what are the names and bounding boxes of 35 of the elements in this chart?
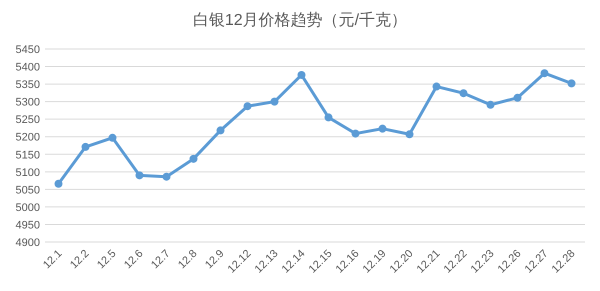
point — [162, 172, 170, 181]
point — [82, 142, 90, 151]
point — [568, 79, 576, 88]
point — [244, 102, 252, 110]
y-tick-label: 4900 — [16, 237, 40, 249]
point — [324, 113, 332, 122]
y-tick-label: 5450 — [16, 44, 40, 56]
point — [54, 180, 62, 188]
y-tick-label: 5300 — [16, 96, 40, 109]
point — [216, 126, 224, 134]
x-tick-label: 12.1 — [40, 248, 65, 272]
x-tick-label: 12.9 — [202, 248, 227, 272]
y-tick-label: 5200 — [16, 132, 40, 144]
y-tick-label: 5250 — [16, 114, 40, 126]
y-tick-label: 4950 — [16, 219, 40, 232]
title: 白银12月价格趋势（元/千克） — [192, 12, 408, 29]
point — [378, 124, 386, 133]
point — [136, 171, 144, 180]
y-tick-label: 5100 — [16, 166, 40, 179]
y-tick-label: 5400 — [16, 62, 40, 74]
point — [486, 100, 494, 109]
point — [406, 130, 414, 138]
point — [460, 89, 468, 98]
point — [190, 154, 198, 163]
point — [432, 82, 440, 91]
y-tick-label: 5000 — [16, 202, 40, 214]
y-tick-label: 5050 — [16, 184, 40, 196]
point — [108, 134, 116, 142]
point — [298, 70, 306, 79]
y-tick-label: 5150 — [16, 149, 40, 162]
point — [514, 94, 522, 102]
point — [270, 98, 278, 106]
point — [352, 130, 360, 138]
y-tick-label: 5350 — [16, 79, 40, 92]
point — [540, 69, 548, 78]
